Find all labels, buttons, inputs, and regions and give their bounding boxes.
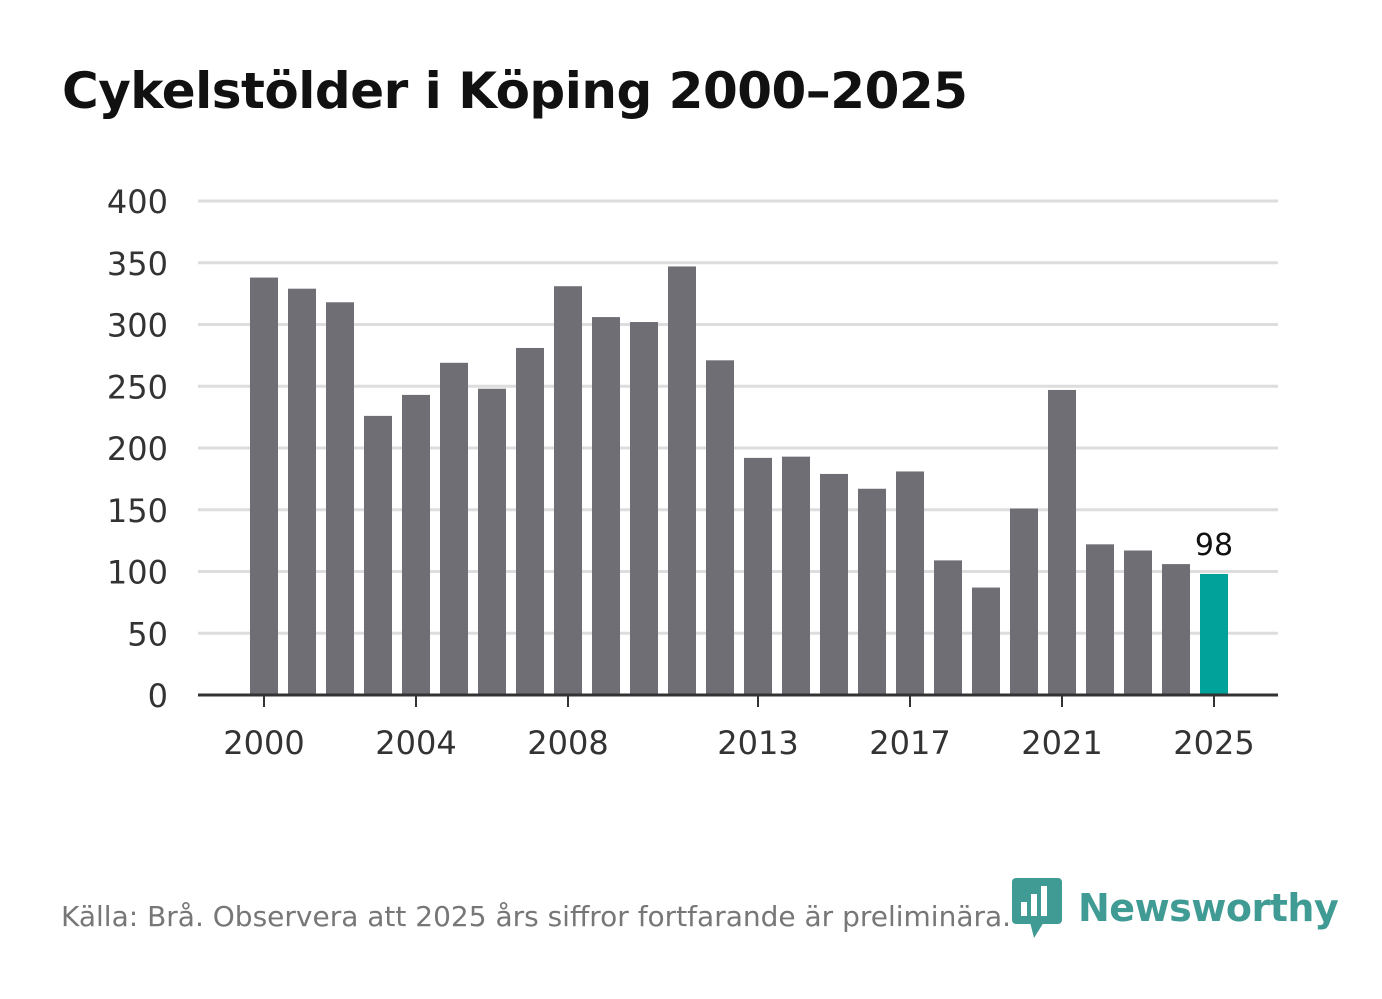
bar-2021 xyxy=(1048,389,1076,695)
bars xyxy=(250,266,1228,695)
bar-2013 xyxy=(744,457,772,695)
bar-2005 xyxy=(440,362,468,695)
bar-2009 xyxy=(592,317,620,695)
bar-2002 xyxy=(326,302,354,695)
bar-2020 xyxy=(1010,508,1038,695)
x-tick-label-2025: 2025 xyxy=(1173,724,1254,762)
brand-name: Newsworthy xyxy=(1078,886,1339,930)
bar-2022 xyxy=(1086,544,1114,695)
y-tick-label-150: 150 xyxy=(107,492,168,530)
bar-2004 xyxy=(402,394,430,695)
bar-2024 xyxy=(1162,564,1190,695)
bar-2019 xyxy=(972,587,1000,695)
y-tick-label-350: 350 xyxy=(107,245,168,283)
bar-2011 xyxy=(668,266,696,695)
x-tick-label-2004: 2004 xyxy=(375,724,456,762)
bar-2000 xyxy=(250,277,278,695)
y-tick-label-250: 250 xyxy=(107,368,168,406)
data-labels: 98 xyxy=(1195,528,1233,563)
x-tick-label-2021: 2021 xyxy=(1021,724,1102,762)
y-tick-label-100: 100 xyxy=(107,554,168,592)
y-axis-tick-labels: 0 50 100 150 200 250 300 350 400 xyxy=(107,183,168,715)
y-tick-label-0: 0 xyxy=(148,677,168,715)
bar-2012 xyxy=(706,360,734,695)
bar-2016 xyxy=(858,488,886,695)
chart-title: Cykelstölder i Köping 2000–2025 xyxy=(62,62,968,120)
data-label-2025: 98 xyxy=(1195,528,1233,563)
bar-2015 xyxy=(820,473,848,695)
bar-2014 xyxy=(782,456,810,695)
x-axis xyxy=(198,693,1278,707)
y-tick-label-400: 400 xyxy=(107,183,168,221)
x-axis-tick-labels: 2000 2004 2008 2013 2017 2021 2025 xyxy=(223,724,1254,762)
y-tick-label-200: 200 xyxy=(107,430,168,468)
bar-2007 xyxy=(516,347,544,695)
bar-2001 xyxy=(288,288,316,695)
x-tick-label-2013: 2013 xyxy=(717,724,798,762)
newsworthy-logo-icon xyxy=(1012,878,1062,938)
x-tick-label-2008: 2008 xyxy=(527,724,608,762)
y-tick-label-50: 50 xyxy=(127,615,168,653)
bar-2010 xyxy=(630,322,658,695)
source-note: Källa: Brå. Observera att 2025 års siffr… xyxy=(61,900,1012,933)
bar-2008 xyxy=(554,286,582,695)
grid-lines xyxy=(198,199,1278,635)
x-tick-label-2000: 2000 xyxy=(223,724,304,762)
bar-2018 xyxy=(934,560,962,695)
bar-2017 xyxy=(896,471,924,695)
bar-2025 xyxy=(1200,573,1228,695)
bar-2023 xyxy=(1124,550,1152,695)
x-tick-label-2017: 2017 xyxy=(869,724,950,762)
brand-logo[interactable]: Newsworthy xyxy=(1012,878,1339,938)
bar-2003 xyxy=(364,415,392,695)
bar-2006 xyxy=(478,388,506,695)
y-tick-label-300: 300 xyxy=(107,307,168,345)
